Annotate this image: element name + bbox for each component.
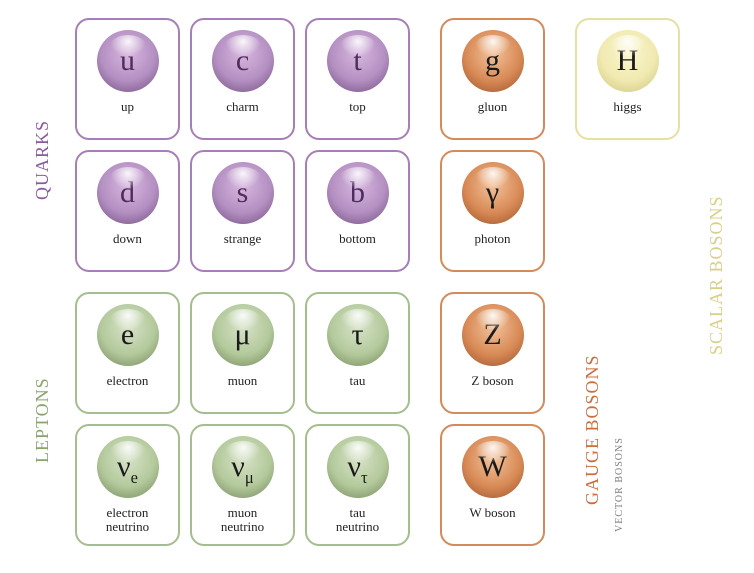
name-vmu: muonneutrino <box>221 506 264 535</box>
tile-charm-quark: c charm <box>190 18 295 140</box>
symbol-photon: γ <box>486 176 499 210</box>
label-leptons: LEPTONS <box>32 320 53 520</box>
symbol-w: W <box>478 450 506 484</box>
symbol-electron: e <box>121 318 134 352</box>
orb-vtau: ντ <box>327 436 389 498</box>
orb-gluon: g <box>462 30 524 92</box>
tile-w-boson: W W boson <box>440 424 545 546</box>
particle-grid: u up c charm t top g gluon H higgs <box>75 18 680 556</box>
orb-photon: γ <box>462 162 524 224</box>
orb-bottom: b <box>327 162 389 224</box>
orb-vmu: νμ <box>212 436 274 498</box>
symbol-muon: μ <box>234 318 250 352</box>
tile-up-quark: u up <box>75 18 180 140</box>
orb-higgs: H <box>597 30 659 92</box>
symbol-vtau: ντ <box>347 450 367 484</box>
tile-bottom-quark: b bottom <box>305 150 410 272</box>
name-z: Z boson <box>471 374 513 388</box>
orb-down: d <box>97 162 159 224</box>
tile-top-quark: t top <box>305 18 410 140</box>
name-charm: charm <box>226 100 258 114</box>
tile-higgs: H higgs <box>575 18 680 140</box>
orb-w: W <box>462 436 524 498</box>
symbol-down: d <box>120 176 135 210</box>
grid-row-2: d down s strange b bottom γ photon <box>75 150 680 272</box>
orb-charm: c <box>212 30 274 92</box>
symbol-tau: τ <box>351 318 363 352</box>
symbol-strange: s <box>237 176 249 210</box>
symbol-bottom: b <box>350 176 365 210</box>
tile-down-quark: d down <box>75 150 180 272</box>
name-up: up <box>121 100 134 114</box>
orb-up: u <box>97 30 159 92</box>
orb-strange: s <box>212 162 274 224</box>
symbol-ve: νe <box>117 450 138 484</box>
symbol-charm: c <box>236 44 249 78</box>
name-tau: tau <box>350 374 366 388</box>
name-gluon: gluon <box>478 100 508 114</box>
orb-ve: νe <box>97 436 159 498</box>
tile-electron-neutrino: νe electronneutrino <box>75 424 180 546</box>
name-vtau: tauneutrino <box>336 506 379 535</box>
symbol-up: u <box>120 44 135 78</box>
name-strange: strange <box>224 232 262 246</box>
name-muon: muon <box>228 374 258 388</box>
name-ve: electronneutrino <box>106 506 149 535</box>
name-photon: photon <box>474 232 510 246</box>
tile-muon-neutrino: νμ muonneutrino <box>190 424 295 546</box>
name-w: W boson <box>469 506 515 520</box>
name-top: top <box>349 100 366 114</box>
tile-electron: e electron <box>75 292 180 414</box>
label-scalar-bosons: SCALAR BOSONS <box>706 160 727 390</box>
name-electron: electron <box>107 374 149 388</box>
label-quarks: QUARKS <box>32 70 53 250</box>
tile-tau: τ tau <box>305 292 410 414</box>
grid-row-3: e electron μ muon τ tau Z Z boson <box>75 292 680 414</box>
standard-model-diagram: QUARKS LEPTONS GAUGE BOSONS VECTOR BOSON… <box>0 0 754 573</box>
symbol-gluon: g <box>485 44 500 78</box>
symbol-top: t <box>353 44 361 78</box>
symbol-vmu: νμ <box>231 450 253 484</box>
name-down: down <box>113 232 142 246</box>
grid-row-4: νe electronneutrino νμ muonneutrino ντ t… <box>75 424 680 546</box>
tile-z-boson: Z Z boson <box>440 292 545 414</box>
tile-strange-quark: s strange <box>190 150 295 272</box>
name-higgs: higgs <box>613 100 641 114</box>
orb-z: Z <box>462 304 524 366</box>
name-bottom: bottom <box>339 232 376 246</box>
tile-gluon: g gluon <box>440 18 545 140</box>
grid-row-1: u up c charm t top g gluon H higgs <box>75 18 680 140</box>
symbol-z: Z <box>483 318 501 352</box>
tile-muon: μ muon <box>190 292 295 414</box>
symbol-higgs: H <box>617 44 639 78</box>
orb-muon: μ <box>212 304 274 366</box>
orb-electron: e <box>97 304 159 366</box>
tile-photon: γ photon <box>440 150 545 272</box>
tile-tau-neutrino: ντ tauneutrino <box>305 424 410 546</box>
orb-top: t <box>327 30 389 92</box>
orb-tau: τ <box>327 304 389 366</box>
